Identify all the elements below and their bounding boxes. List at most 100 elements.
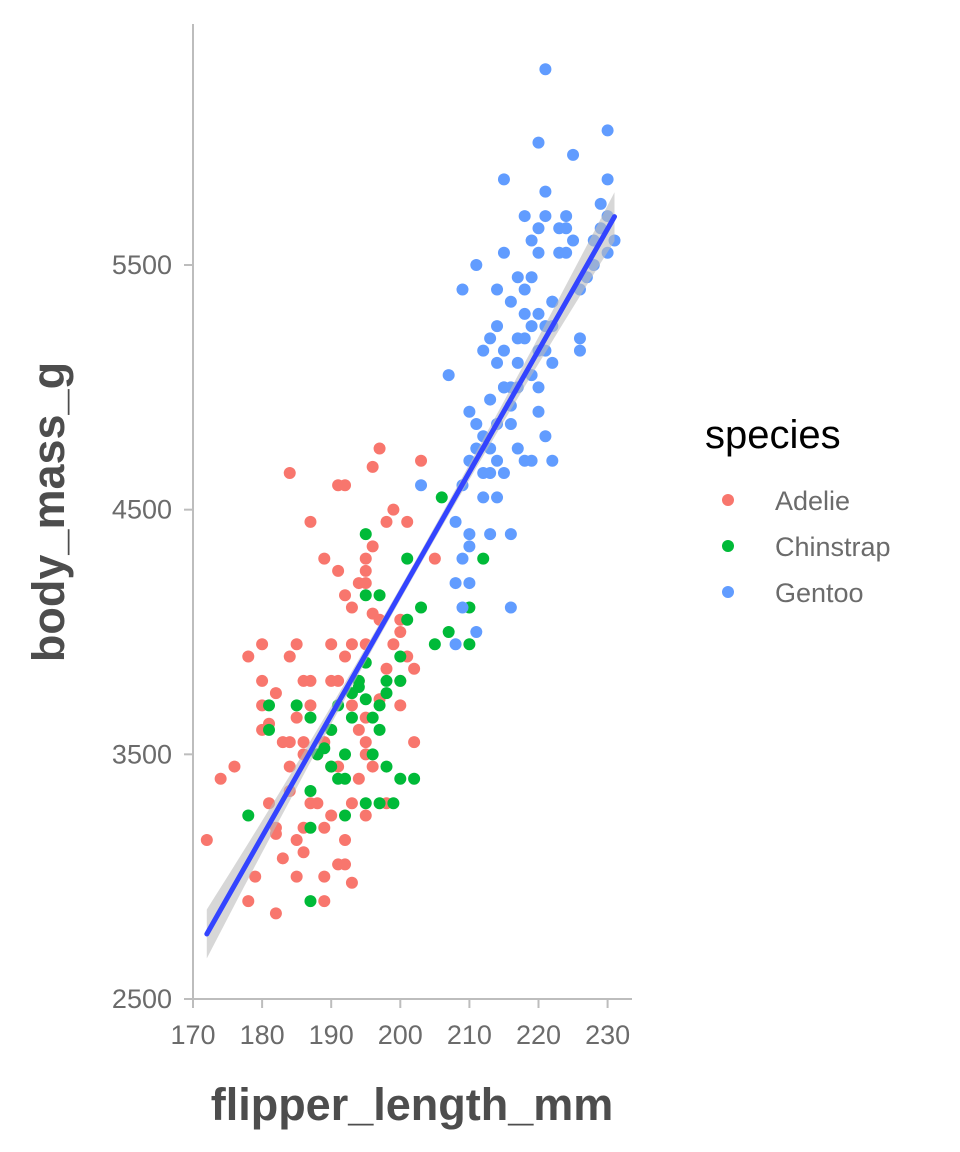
legend-key-chinstrap: [722, 540, 734, 552]
point-chinstrap: [415, 601, 428, 614]
point-adelie: [380, 662, 393, 675]
point-gentoo: [449, 638, 462, 651]
point-adelie: [366, 540, 379, 553]
point-gentoo: [449, 515, 462, 528]
point-adelie: [332, 564, 345, 577]
point-gentoo: [484, 393, 497, 406]
point-chinstrap: [401, 613, 414, 626]
y-axis-title: body_mass_g: [23, 362, 74, 662]
legend-key-gentoo: [722, 586, 734, 598]
point-chinstrap: [380, 687, 393, 700]
point-adelie: [339, 833, 352, 846]
point-gentoo: [491, 283, 504, 296]
point-adelie: [283, 650, 296, 663]
point-gentoo: [463, 405, 476, 418]
x-tick-label: 210: [447, 1020, 492, 1050]
point-gentoo: [518, 307, 531, 320]
point-gentoo: [546, 295, 559, 308]
point-gentoo: [456, 552, 469, 565]
point-adelie: [325, 809, 338, 822]
point-gentoo: [470, 418, 483, 431]
point-adelie: [283, 466, 296, 479]
point-gentoo: [491, 320, 504, 333]
point-adelie: [345, 638, 358, 651]
point-gentoo: [532, 381, 545, 394]
point-adelie: [428, 552, 441, 565]
point-chinstrap: [401, 552, 414, 565]
point-adelie: [290, 870, 303, 883]
point-adelie: [318, 821, 331, 834]
point-gentoo: [456, 283, 469, 296]
point-gentoo: [470, 259, 483, 271]
point-adelie: [318, 870, 331, 883]
point-chinstrap: [373, 797, 386, 810]
y-ticks: 2500 3500 4500 5500: [112, 250, 193, 1014]
point-gentoo: [532, 307, 545, 320]
point-adelie: [387, 638, 400, 651]
point-chinstrap: [366, 748, 379, 761]
point-chinstrap: [428, 638, 441, 651]
point-gentoo: [525, 320, 538, 333]
point-gentoo: [491, 454, 504, 467]
y-tick-label: 5500: [112, 250, 172, 280]
point-chinstrap: [359, 589, 372, 602]
point-gentoo: [573, 344, 586, 357]
point-gentoo: [567, 148, 580, 161]
point-chinstrap: [373, 699, 386, 712]
point-adelie: [345, 699, 358, 712]
point-adelie: [352, 772, 365, 785]
point-adelie: [332, 674, 345, 687]
point-gentoo: [477, 491, 490, 504]
point-gentoo: [470, 626, 483, 638]
point-chinstrap: [325, 760, 338, 773]
point-chinstrap: [366, 711, 379, 724]
point-chinstrap: [435, 491, 448, 504]
point-chinstrap: [394, 772, 407, 785]
point-adelie: [366, 460, 379, 473]
point-gentoo: [594, 197, 607, 210]
point-gentoo: [504, 528, 517, 541]
point-adelie: [373, 442, 386, 455]
point-gentoo: [553, 222, 566, 235]
legend-label-gentoo: Gentoo: [775, 578, 864, 608]
point-chinstrap: [359, 797, 372, 810]
point-adelie: [394, 626, 407, 638]
point-chinstrap: [290, 699, 303, 712]
point-adelie: [290, 833, 303, 846]
point-adelie: [304, 515, 317, 528]
point-gentoo: [525, 234, 538, 247]
point-adelie: [311, 797, 324, 810]
point-gentoo: [532, 405, 545, 418]
point-gentoo: [532, 222, 545, 235]
point-gentoo: [497, 173, 510, 186]
x-tick-label: 200: [378, 1020, 423, 1050]
point-chinstrap: [359, 693, 372, 706]
point-chinstrap: [442, 626, 455, 638]
point-chinstrap: [352, 681, 365, 694]
point-adelie: [304, 699, 317, 712]
point-adelie: [318, 895, 331, 908]
point-gentoo: [601, 173, 614, 186]
legend-entries: Adelie Chinstrap Gentoo: [722, 486, 891, 608]
point-adelie: [297, 736, 310, 749]
point-adelie: [387, 503, 400, 516]
point-adelie: [339, 858, 352, 871]
regression-fit: [204, 192, 618, 959]
point-gentoo: [518, 283, 531, 296]
point-gentoo: [511, 356, 524, 369]
point-chinstrap: [304, 785, 317, 798]
point-chinstrap: [242, 809, 255, 822]
point-gentoo: [484, 528, 497, 541]
point-chinstrap: [263, 723, 276, 736]
point-adelie: [359, 736, 372, 749]
point-gentoo: [463, 540, 476, 553]
point-gentoo: [518, 210, 531, 223]
point-gentoo: [484, 332, 497, 345]
point-gentoo: [511, 271, 524, 284]
point-gentoo: [525, 271, 538, 284]
x-tick-label: 220: [516, 1020, 561, 1050]
point-chinstrap: [318, 742, 331, 755]
x-tick-label: 180: [240, 1020, 285, 1050]
point-chinstrap: [394, 674, 407, 687]
